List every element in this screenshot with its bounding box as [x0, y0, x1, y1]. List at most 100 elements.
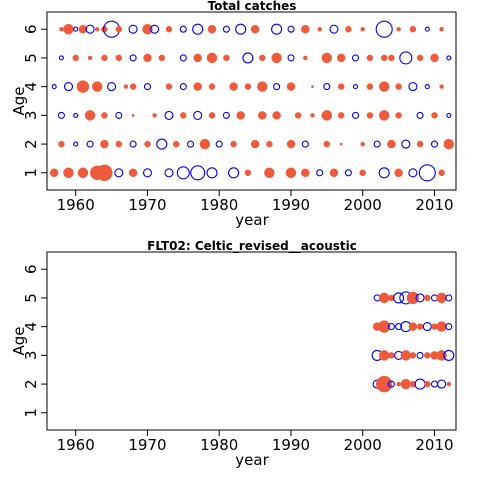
negative-residual-bubble — [73, 26, 79, 32]
positive-residual-bubble — [443, 138, 455, 150]
positive-residual-bubble — [409, 380, 417, 388]
positive-residual-bubble — [378, 110, 390, 121]
negative-residual-bubble — [437, 379, 447, 389]
negative-residual-bubble — [351, 111, 360, 119]
negative-residual-bubble — [176, 166, 190, 180]
negative-residual-bubble — [401, 139, 411, 149]
positive-residual-bubble — [208, 83, 216, 90]
positive-residual-bubble — [360, 26, 365, 32]
positive-residual-bubble — [115, 54, 123, 62]
positive-residual-bubble — [387, 139, 396, 149]
panel-2-x-axis-title: year — [235, 451, 269, 469]
negative-residual-bubble — [414, 378, 426, 390]
positive-residual-bubble — [272, 111, 281, 120]
positive-residual-bubble — [424, 294, 431, 302]
positive-residual-bubble — [142, 23, 153, 35]
positive-residual-bubble — [63, 167, 74, 179]
negative-residual-bubble — [57, 111, 65, 119]
x-tick-label: 1970 — [128, 436, 166, 454]
negative-residual-bubble — [446, 55, 452, 61]
positive-residual-bubble — [424, 352, 431, 359]
negative-residual-bubble — [430, 140, 439, 148]
positive-residual-bubble — [87, 55, 93, 61]
negative-residual-bubble — [242, 52, 254, 64]
panel-1-y-axis-title: Age — [10, 86, 28, 115]
negative-residual-bubble — [323, 83, 331, 91]
panel-2-title: FLT02: Celtic_revised__acoustic — [147, 239, 357, 254]
positive-residual-bubble — [101, 112, 108, 119]
positive-residual-bubble — [431, 112, 438, 119]
negative-residual-bubble — [316, 169, 324, 177]
positive-residual-bubble — [336, 53, 346, 63]
positive-residual-bubble — [244, 83, 252, 90]
y-tick-label: 1 — [22, 168, 40, 178]
positive-residual-bubble — [123, 84, 129, 89]
panel-1-plot-frame — [46, 11, 457, 191]
positive-residual-bubble — [377, 320, 391, 333]
negative-residual-bubble — [164, 110, 174, 120]
positive-residual-bubble — [416, 140, 424, 148]
negative-residual-bubble — [287, 25, 295, 33]
positive-residual-bubble — [250, 139, 260, 149]
y-tick-label: 6 — [22, 264, 40, 274]
y-tick-label: 2 — [22, 379, 40, 389]
positive-residual-bubble — [258, 111, 267, 120]
negative-residual-bubble — [192, 23, 204, 35]
panel-1-x-axis: 1960 1970 1980 1990 2000 2010 — [57, 190, 454, 214]
positive-residual-bubble — [77, 167, 89, 179]
negative-residual-bubble — [58, 55, 64, 61]
positive-residual-bubble — [317, 26, 322, 32]
positive-residual-bubble — [438, 169, 445, 177]
negative-residual-bubble — [73, 112, 79, 118]
negative-residual-bubble — [271, 23, 283, 35]
negative-residual-bubble — [445, 294, 453, 302]
positive-residual-bubble — [286, 139, 296, 149]
negative-residual-bubble — [408, 82, 418, 92]
negative-residual-bubble — [179, 83, 187, 91]
positive-residual-bubble — [366, 112, 374, 119]
y-tick-label: 1 — [22, 408, 40, 418]
positive-residual-bubble — [388, 54, 395, 62]
negative-residual-bubble — [63, 82, 74, 92]
negative-residual-bubble — [179, 54, 187, 62]
positive-residual-bubble — [380, 54, 388, 62]
positive-residual-bubble — [143, 53, 152, 63]
negative-residual-bubble — [416, 111, 424, 119]
positive-residual-bubble — [321, 110, 333, 121]
negative-residual-bubble — [418, 164, 436, 182]
positive-residual-bubble — [63, 23, 74, 35]
positive-residual-bubble — [49, 168, 59, 178]
negative-residual-bubble — [73, 141, 79, 147]
positive-residual-bubble — [266, 140, 273, 148]
negative-residual-bubble — [351, 54, 360, 62]
panel-2-y-axis: 1 2 3 4 5 6 — [22, 264, 47, 418]
positive-residual-bubble — [321, 52, 333, 64]
positive-residual-bubble — [115, 25, 123, 33]
positive-residual-bubble — [436, 321, 447, 332]
positive-residual-bubble — [76, 80, 90, 93]
positive-residual-bubble — [436, 292, 447, 304]
negative-residual-bubble — [85, 24, 95, 34]
positive-residual-bubble — [416, 54, 424, 62]
negative-residual-bubble — [129, 140, 137, 148]
positive-residual-bubble — [208, 112, 216, 119]
positive-residual-bubble — [337, 112, 345, 119]
positive-residual-bubble — [310, 113, 315, 118]
x-tick-label: 2000 — [344, 436, 382, 454]
positive-residual-bubble — [446, 381, 452, 387]
negative-residual-bubble — [387, 323, 395, 331]
y-tick-label: 5 — [22, 293, 40, 303]
negative-residual-bubble — [186, 140, 195, 148]
positive-residual-bubble — [378, 292, 390, 304]
positive-residual-bubble — [152, 113, 157, 118]
negative-residual-bubble — [378, 167, 390, 179]
positive-residual-bubble — [180, 112, 187, 119]
positive-residual-bubble — [236, 111, 245, 120]
negative-residual-bubble — [393, 292, 405, 304]
positive-residual-bubble — [400, 350, 412, 361]
positive-residual-bubble — [78, 24, 88, 34]
negative-residual-bubble — [190, 165, 206, 181]
negative-residual-bubble — [375, 20, 393, 38]
x-tick-label: 2010 — [415, 196, 453, 214]
positive-residual-bubble — [101, 54, 108, 62]
